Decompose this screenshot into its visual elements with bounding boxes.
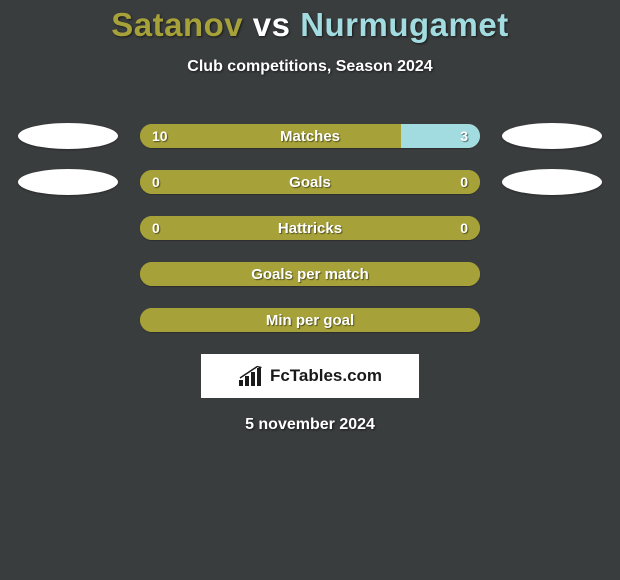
title-player1: Satanov	[111, 6, 243, 43]
avatar-left	[18, 123, 118, 149]
subtitle: Club competitions, Season 2024	[0, 58, 620, 76]
bar-segment-left	[140, 170, 480, 194]
comparison-row: Matches103	[0, 124, 620, 148]
bar-segment-left	[140, 262, 480, 286]
bar-track: Goals per match	[140, 262, 480, 286]
comparison-row: Goals per match	[0, 262, 620, 286]
avatar-right	[502, 169, 602, 195]
bar-segment-left	[140, 124, 401, 148]
comparison-card: Satanov vs Nurmugamet Club competitions,…	[0, 0, 620, 434]
comparison-rows: Matches103 Goals00 Hattricks00 Goals per ma…	[0, 124, 620, 332]
bar-segment-left	[140, 308, 480, 332]
title-vs: vs	[243, 6, 300, 43]
comparison-row: Hattricks00	[0, 216, 620, 240]
title-player2: Nurmugamet	[300, 6, 509, 43]
comparison-row: Goals00	[0, 170, 620, 194]
avatar-left	[18, 169, 118, 195]
date-text: 5 november 2024	[0, 416, 620, 434]
bar-track: Goals00	[140, 170, 480, 194]
bar-track: Hattricks00	[140, 216, 480, 240]
avatar-right	[502, 123, 602, 149]
logo-text: FcTables.com	[270, 366, 382, 386]
chart-icon	[238, 366, 264, 386]
bar-segment-right	[401, 124, 480, 148]
comparison-row: Min per goal	[0, 308, 620, 332]
logo-box: FcTables.com	[201, 354, 419, 398]
bar-track: Matches103	[140, 124, 480, 148]
page-title: Satanov vs Nurmugamet	[0, 6, 620, 44]
bar-track: Min per goal	[140, 308, 480, 332]
bar-segment-left	[140, 216, 480, 240]
